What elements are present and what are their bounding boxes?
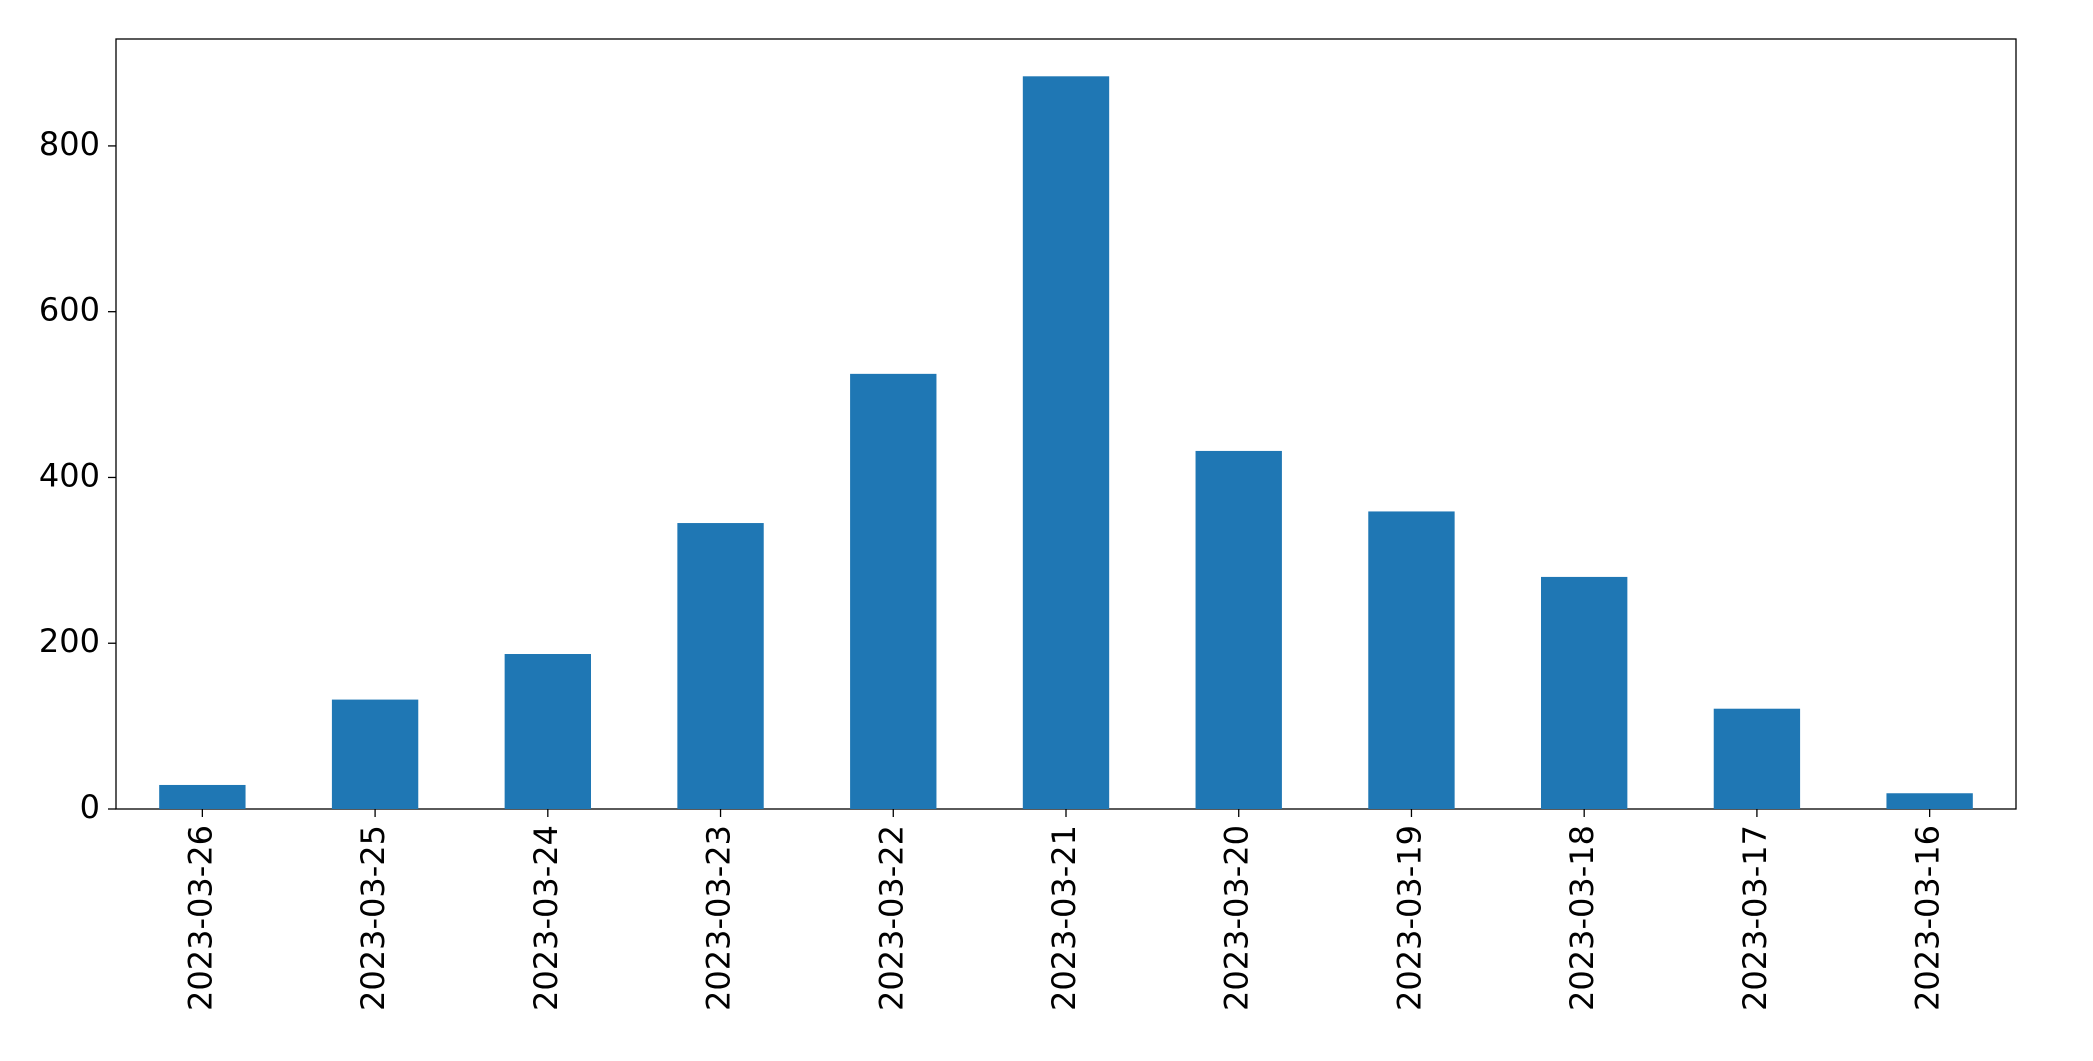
x-tick-label: 2023-03-25 (354, 825, 392, 1011)
y-tick-label: 600 (39, 291, 100, 329)
x-tick-label: 2023-03-20 (1218, 825, 1256, 1011)
x-tick-label: 2023-03-16 (1909, 825, 1947, 1011)
x-tick-label: 2023-03-26 (181, 825, 219, 1011)
bar (850, 373, 937, 809)
bar (677, 523, 764, 809)
x-tick-label: 2023-03-19 (1390, 825, 1428, 1011)
bar (331, 699, 419, 809)
y-tick-label: 400 (39, 456, 100, 494)
y-tick-label: 0 (80, 788, 100, 826)
bar (1368, 511, 1455, 809)
x-tick-label: 2023-03-21 (1045, 825, 1083, 1011)
bar (159, 784, 246, 809)
x-tick-label: 2023-03-18 (1563, 825, 1601, 1011)
x-tick-label: 2023-03-24 (527, 825, 565, 1011)
bar (1541, 576, 1628, 809)
y-tick-label: 800 (39, 125, 100, 163)
x-tick-label: 2023-03-17 (1736, 825, 1774, 1011)
bar (1195, 450, 1282, 809)
bar (1713, 708, 1801, 809)
bar (1022, 76, 1110, 810)
bar (504, 654, 591, 809)
x-tick-label: 2023-03-22 (872, 825, 910, 1011)
bar (1886, 793, 1973, 809)
x-tick-label: 2023-03-23 (700, 825, 738, 1011)
y-tick-label: 200 (39, 622, 100, 660)
